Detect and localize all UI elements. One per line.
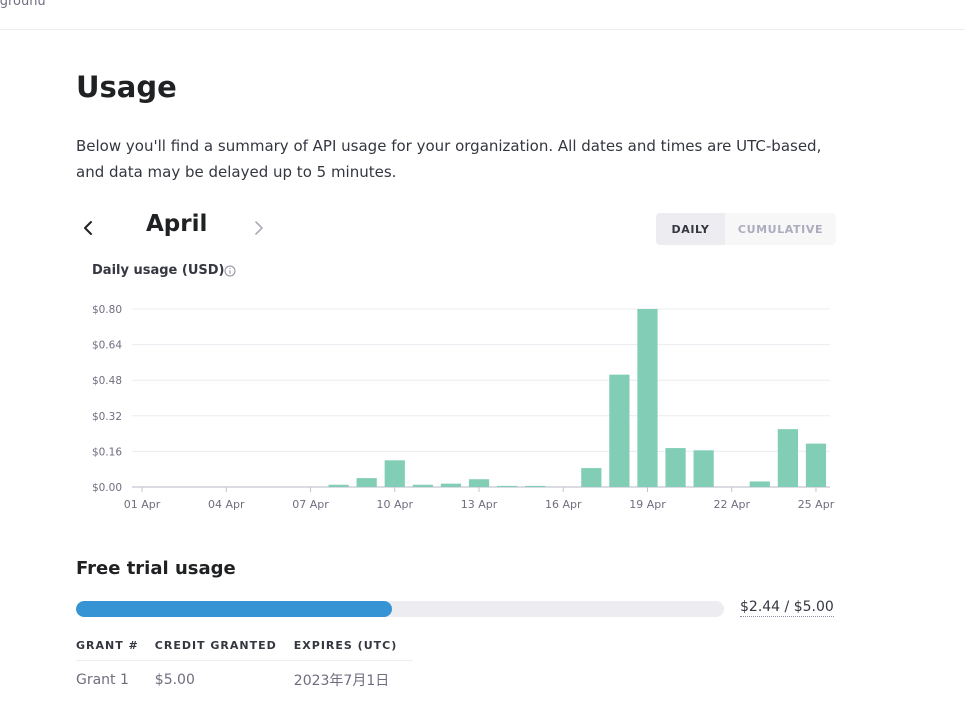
month-label: April — [146, 211, 208, 237]
grants-table: GRANT # CREDIT GRANTED EXPIRES (UTC) Gra… — [76, 636, 414, 690]
x-tick-label: 07 Apr — [292, 498, 329, 511]
chart-bar — [468, 479, 490, 487]
usage-progress-fill — [76, 601, 393, 617]
daily-usage-chart: $0.00 $0.16 $0.32 $0.48 $0.64 $0.80 01 Apr 04 A… — [92, 304, 835, 511]
x-tick-label: 22 Apr — [713, 498, 750, 511]
view-toggle: DAILY CUMULATIVE — [656, 213, 836, 245]
chart-bar — [525, 485, 546, 487]
usage-progress-bar — [76, 601, 724, 617]
next-month-button[interactable] — [249, 215, 271, 241]
y-tick-label: $0.00 — [92, 482, 122, 494]
cumulative-toggle-button[interactable]: CUMULATIVE — [737, 222, 824, 236]
grant-name: Grant 1 — [76, 671, 129, 688]
grant-amount: $5.00 — [154, 671, 195, 688]
chart-bar — [440, 483, 462, 487]
page-description: Below you'll find a summary of API usage… — [76, 137, 822, 181]
chart-bar — [749, 481, 770, 487]
chevron-right-icon — [255, 221, 263, 235]
chart-bar — [496, 485, 518, 487]
table-row: Grant 1 $5.00 2023年7月1日 — [76, 660, 413, 690]
x-tick-label: 01 Apr — [124, 498, 161, 511]
chart-bar — [609, 374, 630, 487]
chart-bar — [693, 450, 714, 487]
grant-expiry: 2023年7月1日 — [293, 672, 390, 689]
x-tick-label: 25 Apr — [798, 498, 835, 511]
x-tick-label: 19 Apr — [629, 498, 666, 511]
chart-bar — [328, 484, 349, 487]
y-tick-label: $0.64 — [92, 340, 122, 352]
column-header-grant: GRANT # — [76, 636, 155, 661]
y-tick-label: $0.48 — [92, 375, 122, 387]
chart-bar — [412, 484, 433, 487]
x-tick-label: 13 Apr — [461, 498, 498, 511]
topbar-label[interactable]: ygrounu — [0, 0, 46, 9]
grants-header-row: GRANT # CREDIT GRANTED EXPIRES (UTC) — [76, 636, 414, 661]
usage-amount[interactable]: $2.44 / $5.00 — [740, 599, 834, 617]
chevron-left-icon — [84, 221, 92, 235]
chart-bar — [777, 429, 798, 487]
page-title: Usage — [76, 70, 177, 104]
free-trial-title: Free trial usage — [76, 558, 236, 579]
x-tick-label: 16 Apr — [545, 498, 582, 511]
chart-bar — [805, 443, 827, 487]
x-tick-label: 04 Apr — [208, 498, 245, 511]
chart-title: Daily usage (USD) — [92, 263, 225, 278]
x-tick-label: 10 Apr — [376, 498, 413, 511]
y-tick-label: $0.32 — [92, 411, 122, 423]
column-header-expires: EXPIRES (UTC) — [293, 636, 414, 661]
previous-month-button[interactable] — [78, 215, 100, 241]
chart-bar — [356, 478, 377, 487]
chart-bar — [637, 309, 658, 487]
daily-toggle-button[interactable]: DAILY — [656, 213, 725, 245]
info-icon[interactable] — [224, 265, 236, 277]
y-tick-label: $0.80 — [92, 304, 122, 316]
chart-bar — [665, 448, 686, 487]
top-bar: ygrounu — [0, 0, 965, 30]
y-tick-label: $0.16 — [92, 446, 122, 458]
column-header-credit: CREDIT GRANTED — [154, 636, 294, 661]
chart-bar — [384, 460, 405, 487]
chart-bar — [581, 468, 602, 487]
